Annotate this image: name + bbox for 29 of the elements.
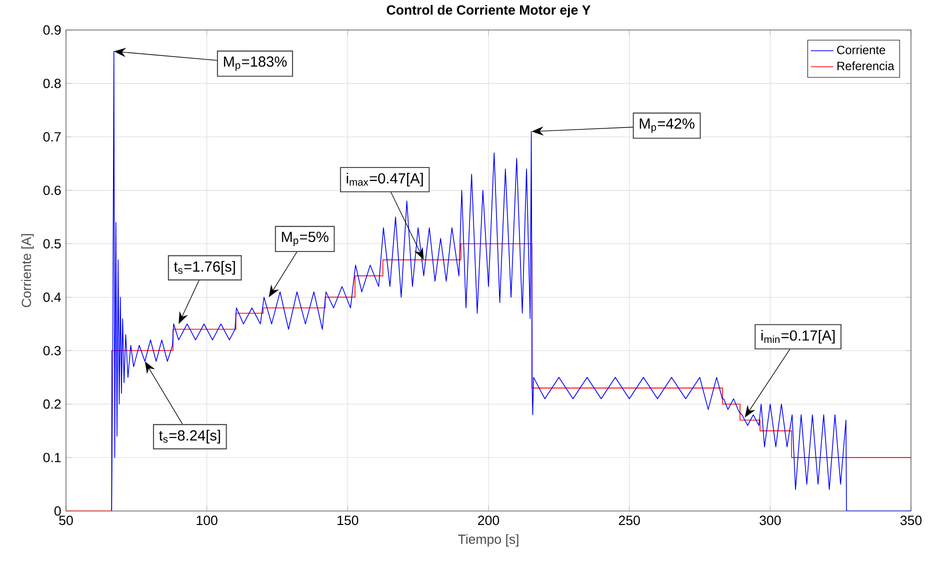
- y-tick-label: 0.1: [43, 452, 61, 462]
- x-tick-label: 250: [618, 516, 640, 526]
- x-axis-title: Tiempo [s]: [458, 534, 518, 547]
- x-tick-label: 150: [338, 516, 358, 526]
- x-tick-label: 300: [760, 516, 781, 526]
- y-axis-title: Corriente [A]: [21, 234, 34, 308]
- annotation: M$_{p}$=42%: [640, 118, 694, 133]
- annotation: i$_{min}$=0.17[A]: [761, 330, 835, 344]
- annotation: t$_{s}$=1.76[s]: [174, 261, 235, 275]
- y-tick-label: 0.3: [43, 346, 61, 356]
- y-tick-label: 0.7: [43, 132, 61, 142]
- legend-label: Corriente: [837, 45, 886, 54]
- y-tick-label: 0.8: [43, 78, 61, 88]
- y-tick-label: 0.2: [43, 399, 61, 409]
- y-tick-label: 0.5: [43, 239, 61, 248]
- x-tick-label: 350: [900, 516, 922, 526]
- y-tick-label: 0.6: [43, 186, 61, 196]
- y-tick-label: 0.9: [43, 25, 61, 35]
- annotation: M$_{p}$=5%: [282, 232, 328, 246]
- legend-label: Referencia: [837, 61, 894, 70]
- y-tick-label: 0.4: [43, 292, 61, 302]
- annotation: M$_{p}$=183%: [224, 56, 287, 71]
- x-tick-label: 50: [59, 516, 73, 526]
- y-tick-label: 0: [54, 506, 61, 516]
- x-tick-label: 100: [196, 516, 218, 526]
- annotation: t$_{s}$=8.24[s]: [159, 430, 220, 444]
- x-tick-label: 200: [478, 516, 500, 526]
- annotation: i$_{max}$=0.47[A]: [346, 172, 423, 186]
- chart-title: Control de Corriente Motor eje Y: [386, 4, 590, 18]
